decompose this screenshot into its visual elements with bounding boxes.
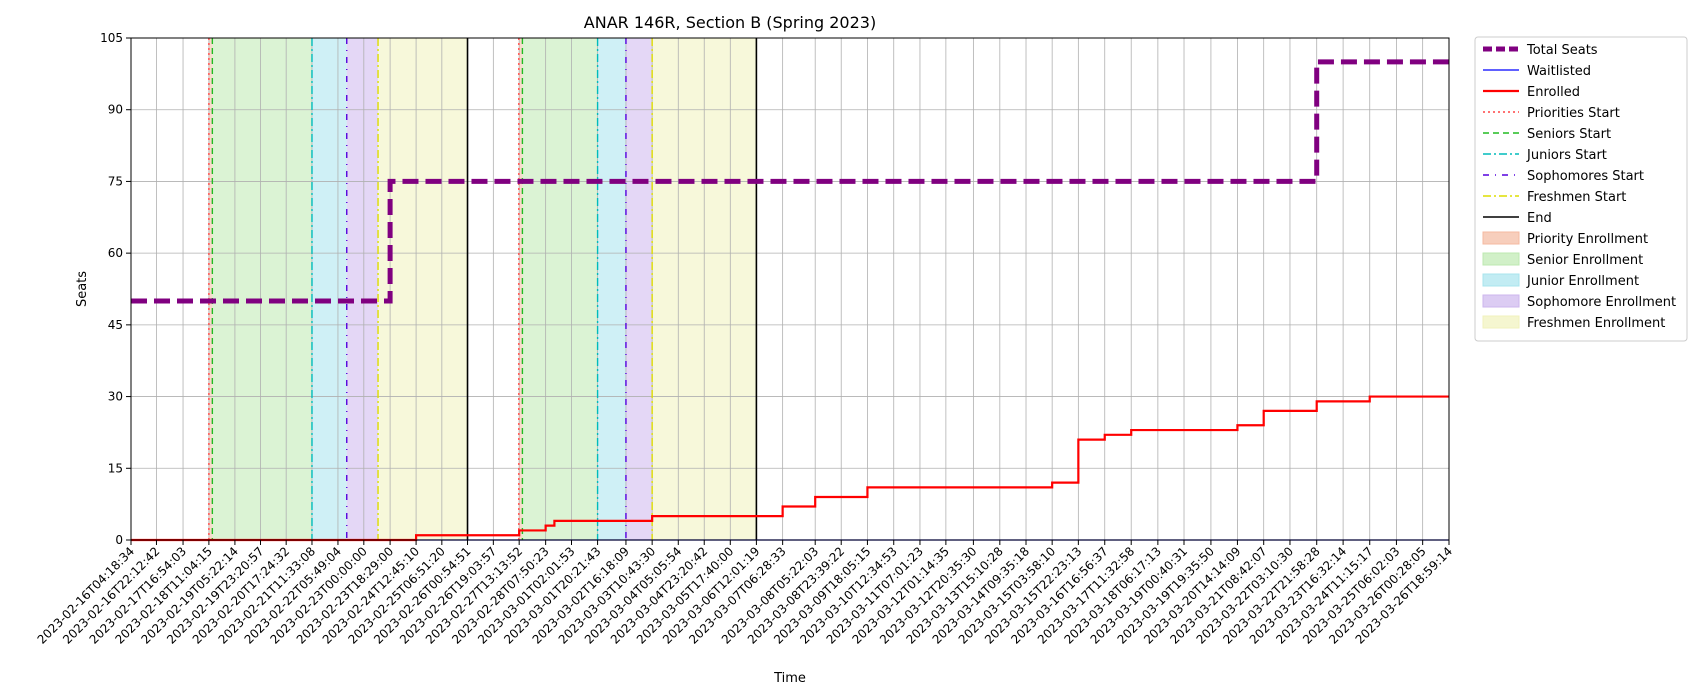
priority-enrollment-band	[208, 38, 213, 540]
legend: Total Seats Waitlisted Enrolled Priorities …	[1474, 36, 1688, 342]
legend-box	[1474, 36, 1688, 342]
legend-swatch-senior-enrollment	[1482, 252, 1520, 266]
legend-label-sophomores-start: Sophomores Start	[1527, 169, 1644, 184]
x-axis-label: Time	[773, 671, 806, 686]
legend-label-senior-enrollment: Senior Enrollment	[1527, 253, 1643, 268]
y-axis-ticks: 0 15 30 45 60 75 90 105	[100, 31, 131, 547]
y-tick-label: 105	[100, 31, 123, 45]
enrolled-series	[131, 395, 1449, 542]
junior-enrollment-band	[311, 38, 347, 540]
legend-swatch-junior-enrollment	[1482, 273, 1520, 287]
chart-title: ANAR 146R, Section B (Spring 2023)	[584, 13, 876, 32]
legend-label-total-seats: Total Seats	[1526, 43, 1598, 58]
senior-enrollment-band	[212, 38, 312, 540]
legend-swatch-sophomore-enrollment	[1482, 294, 1520, 308]
legend-label-juniors-start: Juniors Start	[1526, 148, 1607, 163]
x-axis-ticks: 2023-02-16T04:18:342023-02-16T22:12:4220…	[35, 540, 1455, 647]
legend-label-enrolled: Enrolled	[1527, 85, 1580, 100]
legend-label-priorities-start: Priorities Start	[1527, 106, 1620, 121]
plot-frame	[130, 37, 1450, 541]
freshmen-enrollment-band	[378, 38, 468, 540]
y-tick-label: 0	[115, 533, 123, 547]
y-tick-label: 75	[108, 174, 123, 188]
sophomore-enrollment-band	[625, 38, 653, 540]
y-tick-label: 60	[108, 246, 123, 260]
sophomore-enrollment-band	[346, 38, 379, 540]
y-axis-label: Seats	[75, 271, 90, 307]
y-tick-label: 15	[108, 461, 123, 475]
legend-label-sophomore-enrollment: Sophomore Enrollment	[1527, 295, 1676, 310]
legend-label-priority-enrollment: Priority Enrollment	[1527, 232, 1648, 247]
legend-label-end: End	[1527, 211, 1552, 226]
legend-swatch-freshmen-enrollment	[1482, 315, 1520, 329]
legend-swatch-priority-enrollment	[1482, 231, 1520, 245]
legend-label-seniors-start: Seniors Start	[1527, 127, 1611, 142]
total-seats-series	[131, 59, 1449, 304]
y-tick-label: 30	[108, 390, 123, 404]
legend-label-freshmen-start: Freshmen Start	[1527, 190, 1626, 205]
legend-label-waitlisted: Waitlisted	[1527, 64, 1591, 79]
phase-lines	[208, 38, 758, 540]
legend-label-freshmen-enrollment: Freshmen Enrollment	[1527, 316, 1665, 331]
priority-enrollment-band	[518, 38, 523, 540]
junior-enrollment-band	[597, 38, 626, 540]
legend-label-junior-enrollment: Junior Enrollment	[1526, 274, 1639, 289]
shaded-periods	[208, 38, 757, 540]
y-tick-label: 90	[108, 103, 123, 117]
senior-enrollment-band	[522, 38, 598, 540]
y-tick-label: 45	[108, 318, 123, 332]
